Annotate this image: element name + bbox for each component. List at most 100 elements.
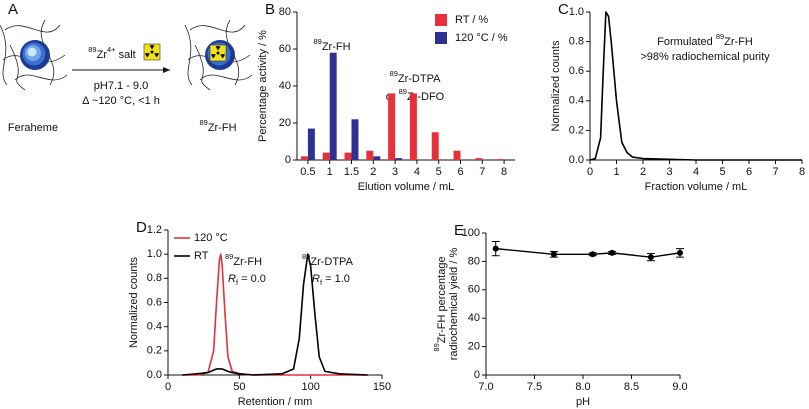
y-tick-label: 20 xyxy=(468,341,480,353)
x-tick-label: 4 xyxy=(693,166,699,178)
point xyxy=(609,249,616,256)
text-part: f xyxy=(236,278,239,287)
x-axis-label: Fraction volume / mL xyxy=(645,181,748,193)
x-axis-label: pH xyxy=(576,396,590,408)
x-tick-label: 7.5 xyxy=(527,381,542,393)
y-axis-label: Normalized counts xyxy=(550,40,562,132)
y-tick-label: 40 xyxy=(279,80,291,92)
bar xyxy=(366,150,374,160)
y-tick-label: 0.6 xyxy=(147,296,162,308)
x-tick-label: 8.0 xyxy=(575,381,590,393)
text-part: = 0.0 xyxy=(238,273,266,285)
x-tick-label: 6 xyxy=(746,166,752,178)
annotation: 89Zr-FH xyxy=(313,37,350,52)
text-part: 89 xyxy=(88,45,96,54)
y-tick-label: 0.6 xyxy=(569,65,584,77)
bar xyxy=(322,152,330,160)
text-part: 89 xyxy=(432,343,441,351)
text-part: 89 xyxy=(716,32,724,41)
y-tick-label: 0.8 xyxy=(147,272,162,284)
x-tick-label: 150 xyxy=(373,381,391,393)
text-part: Zr-FH xyxy=(322,41,351,53)
y-tick-label: 40 xyxy=(468,312,480,324)
y-tick-label: 1.0 xyxy=(569,6,584,18)
annotation: 89Zr-FH xyxy=(225,252,262,267)
x-tick-label: 100 xyxy=(301,381,319,393)
text-part: Formulated xyxy=(657,36,716,48)
y-tick-label: 0.4 xyxy=(147,321,162,333)
x-tick-label: 1 xyxy=(613,166,619,178)
radiation-icon xyxy=(209,44,227,62)
legend-label: 120 °C xyxy=(194,232,228,244)
product-label: 89Zr-FH xyxy=(199,118,236,133)
radiation-icon xyxy=(143,43,161,61)
annotation: Rf = 0.0 xyxy=(228,273,266,288)
y-tick-label: 60 xyxy=(279,43,291,55)
point xyxy=(677,249,683,256)
bar xyxy=(409,93,417,160)
annotation: 89Zr-DTPA xyxy=(390,69,442,84)
y-tick-label: 0 xyxy=(474,369,480,381)
y-tick-label: 0.2 xyxy=(569,124,584,136)
y-tick-label: 20 xyxy=(279,117,291,129)
y-axis-label: 89Zr-FH percentage xyxy=(432,256,447,351)
bar xyxy=(344,152,352,160)
line xyxy=(182,253,368,376)
panel-letter: D xyxy=(136,219,147,236)
x-tick-label: 9.0 xyxy=(672,381,687,393)
bar xyxy=(453,150,461,160)
bar xyxy=(431,132,439,160)
y-tick-label: 0.8 xyxy=(569,36,584,48)
text-part: salt xyxy=(116,49,136,61)
x-axis-label: Elution volume / mL xyxy=(358,181,455,193)
x-tick-label: 3 xyxy=(392,166,398,178)
text-part: 89 xyxy=(302,252,310,261)
x-tick-label: 8 xyxy=(501,166,507,178)
text-part: R xyxy=(312,273,320,285)
y-tick-label: 100 xyxy=(462,227,480,239)
panel-1: C 0.0 0.2 0.4 0.6 0.8 1.0 0 1 2 3 4 5 6 7 8 Fraction vol… xyxy=(550,1,805,193)
temp-condition: Δ ~120 °C, <1 h xyxy=(82,95,160,107)
y-tick-label: 60 xyxy=(468,284,480,296)
text-part: 89 xyxy=(390,69,398,78)
panel-0: B 0 20 40 60 80 Elution volume / mL Percentage … xyxy=(257,1,515,193)
legend-swatch xyxy=(435,32,447,44)
feraheme-particle xyxy=(0,19,68,91)
x-axis-label: Retention / mm xyxy=(238,396,313,408)
text-part: 89 xyxy=(199,118,207,127)
y-tick-label: 80 xyxy=(279,6,291,18)
x-tick-label: 1 xyxy=(327,166,333,178)
x-tick-label: 8 xyxy=(799,166,805,178)
x-tick-label: 6 xyxy=(457,166,463,178)
text-part: Zr xyxy=(97,49,108,61)
legend-label: 120 °C / % xyxy=(455,32,508,44)
text-part: 89 xyxy=(313,37,321,46)
x-tick-label: 2 xyxy=(370,166,376,178)
bar xyxy=(388,93,396,160)
ph-condition: pH7.1 - 9.0 xyxy=(94,80,148,92)
annotation: Formulated 89Zr-FH xyxy=(657,32,753,47)
legend-label: RT / % xyxy=(455,14,488,26)
text-part: Zr-DTPA xyxy=(398,73,441,85)
x-tick-label: 7 xyxy=(479,166,485,178)
arrow-head xyxy=(163,67,170,73)
y-axis-label: Normalized counts xyxy=(128,256,140,348)
x-tick-label: 2 xyxy=(640,166,646,178)
x-tick-label: 0 xyxy=(587,166,593,178)
panel-letter: B xyxy=(265,1,275,18)
text-part: Zr-FH xyxy=(208,122,237,134)
text-part: Zr-FH xyxy=(233,256,262,268)
panel-letter: A xyxy=(8,1,18,18)
connecting-line xyxy=(495,247,681,258)
x-tick-label: 3 xyxy=(666,166,672,178)
y-axis-label: radiochemical yield / % xyxy=(448,248,460,361)
bar xyxy=(329,52,337,161)
bar xyxy=(351,119,359,160)
y-tick-label: 80 xyxy=(468,255,480,267)
annotation: 89Zr-DTPA xyxy=(302,252,354,267)
point xyxy=(492,245,499,252)
y-tick-label: 1.0 xyxy=(147,248,162,260)
bar xyxy=(373,156,381,160)
x-tick-label: 4 xyxy=(414,166,420,178)
text-part: Zr-FH percentage xyxy=(436,256,448,343)
